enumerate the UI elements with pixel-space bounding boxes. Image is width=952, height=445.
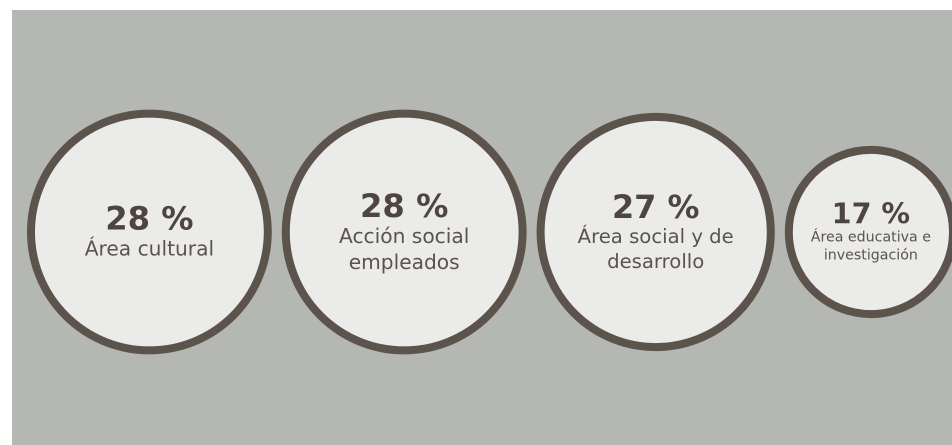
bubble-label: 17 % Área educativa e investigación [806,196,935,266]
bubble [536,112,775,352]
bubble-label: 28 % Área cultural [58,199,242,263]
bubble-label: 28 % Acción social empleados [312,187,496,275]
bubble [281,109,527,355]
category-label: Área social y de desarrollo [577,224,734,273]
category-label: Acción social empleados [338,224,470,274]
category-label: Área educativa e investigación [810,229,931,264]
bubble [26,109,272,355]
bubble-label: 27 % Área social y de desarrollo [566,187,745,274]
percent-label: 28 % [359,187,449,226]
category-label: Área cultural [84,237,215,262]
percent-label: 27 % [611,187,700,226]
percent-label: 17 % [831,196,911,231]
bubble [784,145,952,319]
percent-label: 28 % [105,199,194,238]
